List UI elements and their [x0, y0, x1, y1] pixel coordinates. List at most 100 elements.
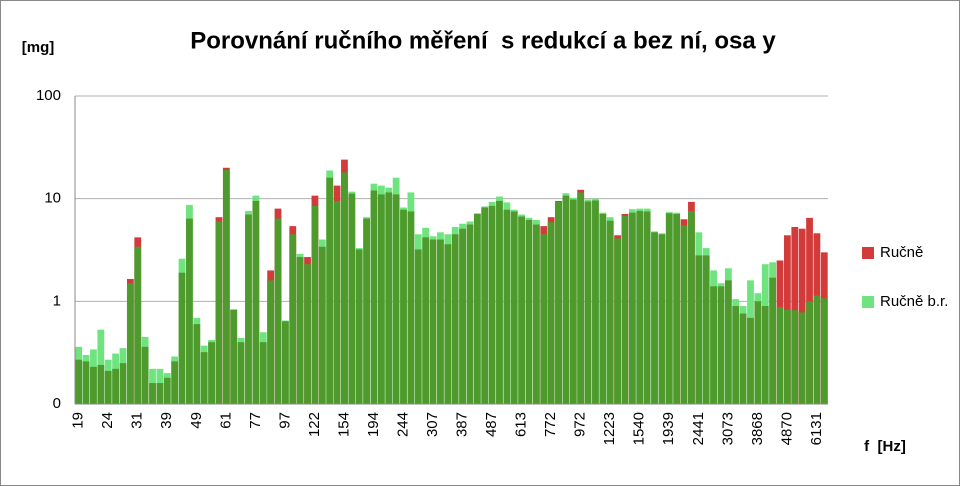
bar — [193, 324, 201, 404]
bar — [289, 234, 297, 404]
bar — [149, 383, 156, 404]
y-tick-label: 0 — [53, 395, 61, 412]
bar — [407, 211, 415, 404]
bar — [636, 210, 644, 404]
bar — [274, 218, 282, 404]
x-axis-label: f [Hz] — [864, 438, 906, 455]
bar — [304, 264, 311, 404]
x-tick-label: 19 — [70, 412, 87, 429]
bar — [510, 211, 518, 404]
x-tick-label: 194 — [365, 412, 382, 437]
bar — [784, 309, 791, 404]
bar — [806, 301, 813, 404]
x-tick-label: 487 — [483, 412, 500, 437]
bar — [673, 213, 681, 404]
bar — [540, 234, 548, 404]
bar — [370, 190, 378, 404]
bar — [385, 192, 393, 404]
x-tick-label: 244 — [394, 412, 411, 437]
bar — [437, 239, 444, 404]
x-tick-label: 39 — [158, 412, 175, 429]
bar — [533, 224, 540, 404]
bar — [651, 232, 658, 404]
bar — [112, 368, 119, 404]
x-tick-label: 24 — [99, 412, 116, 429]
bar — [134, 246, 142, 404]
bar — [451, 234, 459, 404]
bar — [222, 170, 230, 404]
bar — [710, 286, 717, 404]
bar — [126, 283, 134, 404]
x-tick-label: 49 — [188, 412, 205, 429]
bar — [400, 209, 407, 404]
bar — [333, 200, 341, 404]
bar — [186, 218, 193, 404]
bar — [377, 194, 385, 404]
bar — [813, 295, 821, 404]
bar — [525, 219, 533, 404]
x-tick-label: 154 — [335, 412, 352, 437]
bar — [414, 249, 422, 404]
bar — [754, 301, 762, 404]
bar — [97, 364, 105, 404]
x-tick-label: 1223 — [601, 412, 618, 445]
bar — [237, 342, 245, 404]
bar — [245, 214, 252, 404]
y-axis-label: [mg] — [22, 39, 55, 56]
legend-swatch — [862, 247, 874, 259]
x-tick-label: 4870 — [778, 412, 795, 445]
bar — [200, 352, 208, 404]
bar — [75, 359, 83, 404]
x-tick-label: 772 — [542, 412, 559, 437]
bar — [90, 366, 97, 404]
x-tick-label: 2441 — [690, 412, 707, 445]
x-tick-label: 307 — [424, 412, 441, 437]
bar — [680, 225, 688, 404]
legend-label: Ručně — [880, 244, 923, 261]
x-tick-label: 1540 — [631, 412, 648, 445]
bar — [621, 215, 629, 404]
bar — [355, 249, 363, 404]
bar — [429, 239, 437, 404]
bar — [592, 200, 599, 404]
bar — [643, 211, 651, 404]
bar — [658, 234, 666, 404]
x-tick-label: 6131 — [808, 412, 825, 445]
bar — [392, 194, 400, 404]
x-tick-label: 1939 — [660, 412, 677, 445]
bar — [761, 306, 769, 404]
y-tick-label: 100 — [36, 87, 61, 104]
x-tick-label: 3073 — [719, 412, 736, 445]
bar — [230, 309, 238, 404]
x-tick-label: 122 — [306, 412, 323, 437]
bar — [141, 346, 149, 404]
y-tick-label: 1 — [53, 292, 61, 309]
bar — [82, 361, 90, 404]
bar — [820, 298, 828, 404]
bar — [488, 205, 496, 404]
bar — [577, 192, 585, 404]
bar — [503, 209, 511, 404]
bar — [739, 313, 747, 404]
bar — [791, 310, 799, 404]
bar — [267, 280, 275, 404]
bar — [481, 207, 489, 404]
bar — [459, 228, 466, 404]
x-tick-label: 3868 — [749, 412, 766, 445]
bar — [732, 306, 740, 404]
bar — [798, 312, 806, 404]
x-tick-label: 31 — [129, 412, 146, 429]
x-tick-label: 77 — [247, 412, 264, 429]
bar — [326, 177, 334, 404]
bar — [171, 361, 179, 404]
bar — [614, 238, 621, 404]
bar — [466, 224, 474, 404]
bar — [717, 286, 725, 404]
bar — [444, 244, 452, 404]
bar — [776, 307, 784, 404]
bar — [296, 257, 304, 404]
y-tick-label: 10 — [44, 190, 61, 207]
bar — [496, 200, 503, 404]
bar — [702, 255, 710, 404]
legend-swatch — [862, 296, 874, 308]
